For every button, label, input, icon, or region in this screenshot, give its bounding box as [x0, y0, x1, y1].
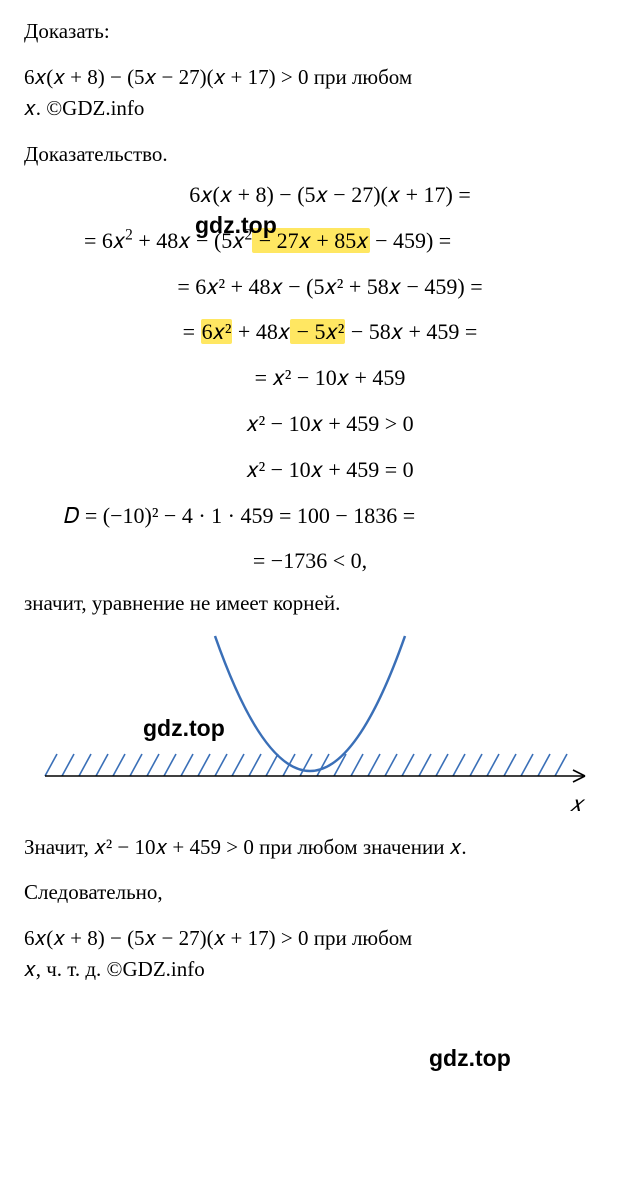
step4-hl1: 6𝑥² — [201, 319, 233, 344]
step2-a: = 6𝑥 — [84, 228, 125, 253]
conclusion-1: Значит, 𝑥² − 10𝑥 + 459 > 0 при любом зна… — [24, 832, 596, 864]
x-axis-label: 𝑥 — [570, 791, 586, 816]
therefore-text: Следовательно, — [24, 877, 596, 909]
copyright-2: ©GDZ.info — [107, 957, 205, 981]
discriminant-result: = −1736 < 0, — [24, 540, 596, 582]
step-7: 𝑥² − 10𝑥 + 459 = 0 — [84, 449, 576, 491]
inequality-statement: 6𝑥(𝑥 + 8) − (5𝑥 − 27)(𝑥 + 17) > 0 при лю… — [24, 62, 596, 125]
prove-heading: Доказать: — [24, 16, 596, 48]
inequality-line2-prefix: 𝑥. — [24, 96, 46, 120]
step4-hl2: − 5𝑥² — [290, 319, 345, 344]
proof-heading: Доказательство. — [24, 139, 596, 171]
step-4: = 6𝑥² + 48𝑥 − 5𝑥² − 58𝑥 + 459 = — [84, 311, 576, 353]
parabola-graph: 𝑥 — [30, 626, 590, 826]
step-5: = 𝑥² − 10𝑥 + 459 — [84, 357, 576, 399]
axis-hatching — [45, 754, 567, 776]
step-1: 6𝑥(𝑥 + 8) − (5𝑥 − 27)(𝑥 + 17) = — [84, 174, 576, 216]
step2-b: + 48𝑥 − (5𝑥 — [133, 228, 245, 253]
math-derivation: 6𝑥(𝑥 + 8) − (5𝑥 − 27)(𝑥 + 17) = = 6𝑥2 + … — [84, 174, 576, 491]
step2-hl1: − 27𝑥 + 85𝑥 — [252, 228, 369, 253]
page-root: gdz.top gdz.top gdz.top Доказать: 6𝑥(𝑥 +… — [0, 0, 620, 1010]
step-6: 𝑥² − 10𝑥 + 459 > 0 — [84, 403, 576, 445]
discriminant-line: 𝐷 = (−10)² − 4 · 1 · 459 = 100 − 1836 = — [64, 495, 596, 537]
no-roots-text: значит, уравнение не имеет корней. — [24, 588, 596, 620]
step2-c: − 459) = — [370, 228, 452, 253]
step-2: = 6𝑥2 + 48𝑥 − (5𝑥2 − 27𝑥 + 85𝑥 − 459) = — [84, 220, 576, 262]
step4-b: + 48𝑥 — [232, 319, 290, 344]
final-line1: 6𝑥(𝑥 + 8) − (5𝑥 − 27)(𝑥 + 17) > 0 при лю… — [24, 926, 412, 950]
step4-a: = — [183, 319, 201, 344]
parabola-curve — [215, 636, 405, 771]
copyright-1: ©GDZ.info — [46, 96, 144, 120]
step4-c: − 58𝑥 + 459 = — [345, 319, 477, 344]
final-line2-prefix: 𝑥, ч. т. д. — [24, 957, 107, 981]
final-statement: 6𝑥(𝑥 + 8) − (5𝑥 − 27)(𝑥 + 17) > 0 при лю… — [24, 923, 596, 986]
step-3: = 6𝑥² + 48𝑥 − (5𝑥² + 58𝑥 − 459) = — [84, 266, 576, 308]
watermark-3: gdz.top — [429, 1045, 511, 1072]
inequality-line1: 6𝑥(𝑥 + 8) − (5𝑥 − 27)(𝑥 + 17) > 0 при лю… — [24, 65, 412, 89]
